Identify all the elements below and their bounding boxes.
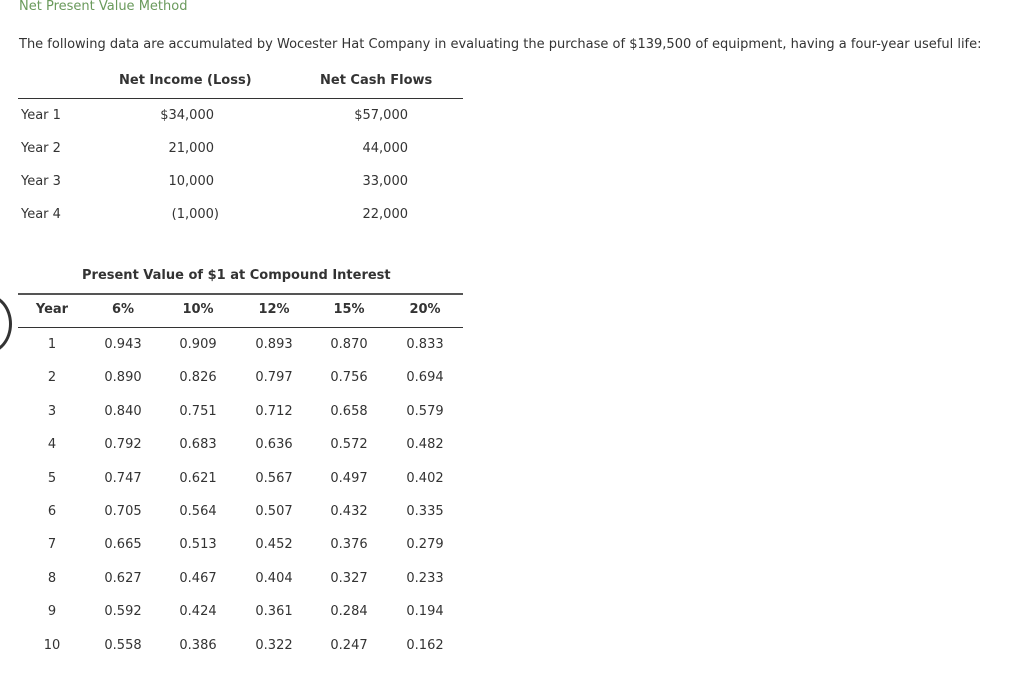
rate-12-cell: 0.893 (255, 337, 293, 352)
rate-6-cell: 0.665 (104, 537, 142, 553)
rate-15-cell: 0.284 (330, 604, 368, 620)
header-rate: 10% (182, 302, 214, 317)
rate-12-cell: 0.636 (255, 437, 293, 453)
year-cell: 4 (47, 437, 57, 453)
rate-12-cell: 0.507 (255, 504, 293, 519)
year-cell: 2 (47, 370, 57, 386)
rate-6-cell: 0.705 (104, 504, 142, 519)
header-rate: 12% (258, 302, 290, 317)
rate-6-cell: 0.890 (104, 370, 142, 386)
rate-20-cell: 0.162 (406, 637, 444, 653)
row-label: Year 3 (21, 174, 61, 189)
rate-10-cell: 0.621 (179, 470, 217, 486)
header-rate: 6% (111, 302, 135, 317)
header-net-cash-flows: Net Cash Flows (320, 73, 433, 88)
rate-12-cell: 0.567 (255, 470, 293, 486)
rate-20-cell: 0.194 (406, 604, 444, 620)
rate-15-cell: 0.572 (330, 437, 368, 453)
rate-20-cell: 0.279 (406, 537, 444, 553)
rate-6-cell: 0.627 (104, 570, 142, 586)
year-cell: 1 (47, 337, 57, 352)
year-cell: 9 (47, 604, 57, 620)
year-cell: 5 (47, 470, 57, 486)
rate-10-cell: 0.513 (179, 537, 217, 553)
rate-12-cell: 0.322 (255, 637, 293, 653)
net-income-value: 21,000 (168, 141, 215, 156)
net-cash-flow-value: 44,000 (362, 141, 409, 156)
pv-table-title: Present Value of $1 at Compound Interest (82, 268, 391, 283)
row-label: Year 1 (21, 108, 61, 123)
rate-12-cell: 0.797 (255, 370, 293, 386)
year-cell: 7 (47, 537, 57, 553)
rate-10-cell: 0.424 (179, 604, 217, 620)
rate-10-cell: 0.683 (179, 437, 217, 453)
rate-12-cell: 0.404 (255, 570, 293, 586)
rate-15-cell: 0.376 (330, 537, 368, 553)
rate-20-cell: 0.694 (406, 370, 444, 386)
rate-10-cell: 0.826 (179, 370, 217, 386)
rate-6-cell: 0.792 (104, 437, 142, 453)
header-rate: 20% (409, 302, 441, 317)
row-label: Year 2 (21, 141, 61, 156)
net-income-value: (1,000) (171, 207, 219, 222)
year-cell: 6 (47, 504, 57, 519)
rate-15-cell: 0.497 (330, 470, 368, 486)
header-year: Year (35, 302, 69, 317)
rate-6-cell: 0.840 (104, 403, 142, 419)
net-cash-flow-value: 22,000 (362, 207, 409, 222)
rate-10-cell: 0.564 (179, 504, 217, 519)
rate-20-cell: 0.233 (406, 570, 444, 586)
rate-12-cell: 0.712 (255, 403, 293, 419)
row-label: Year 4 (21, 207, 61, 222)
header-rate: 15% (333, 302, 365, 317)
rate-20-cell: 0.482 (406, 437, 444, 453)
net-income-value: 10,000 (168, 174, 215, 189)
pv-top-rule (18, 293, 463, 295)
rate-15-cell: 0.247 (330, 637, 368, 653)
intro-text: The following data are accumulated by Wo… (19, 37, 982, 52)
rate-6-cell: 0.943 (104, 337, 142, 352)
header-net-income: Net Income (Loss) (119, 73, 252, 88)
rate-15-cell: 0.658 (330, 403, 368, 419)
pv-header-rule (18, 327, 463, 328)
net-cash-flow-value: $57,000 (354, 108, 408, 123)
net-cash-flow-value: 33,000 (362, 174, 409, 189)
year-cell: 10 (43, 637, 61, 653)
rate-10-cell: 0.751 (179, 403, 217, 419)
rate-10-cell: 0.467 (179, 570, 217, 586)
rate-20-cell: 0.833 (406, 337, 444, 352)
rate-15-cell: 0.756 (330, 370, 368, 386)
year-cell: 8 (47, 570, 57, 586)
rate-6-cell: 0.558 (104, 637, 142, 653)
rate-10-cell: 0.386 (179, 637, 217, 653)
page-title: Net Present Value Method (19, 0, 188, 14)
rate-15-cell: 0.870 (330, 337, 368, 352)
rate-12-cell: 0.452 (255, 537, 293, 553)
rate-15-cell: 0.432 (330, 504, 368, 519)
rate-12-cell: 0.361 (255, 604, 293, 620)
rate-6-cell: 0.592 (104, 604, 142, 620)
rate-20-cell: 0.335 (406, 504, 444, 519)
rate-15-cell: 0.327 (330, 570, 368, 586)
rate-6-cell: 0.747 (104, 470, 142, 486)
year-cell: 3 (47, 403, 57, 419)
net-income-value: $34,000 (160, 108, 214, 123)
header-rule (18, 98, 463, 99)
circle-mark-decoration (0, 294, 12, 354)
rate-10-cell: 0.909 (179, 337, 217, 352)
rate-20-cell: 0.579 (406, 403, 444, 419)
rate-20-cell: 0.402 (406, 470, 444, 486)
